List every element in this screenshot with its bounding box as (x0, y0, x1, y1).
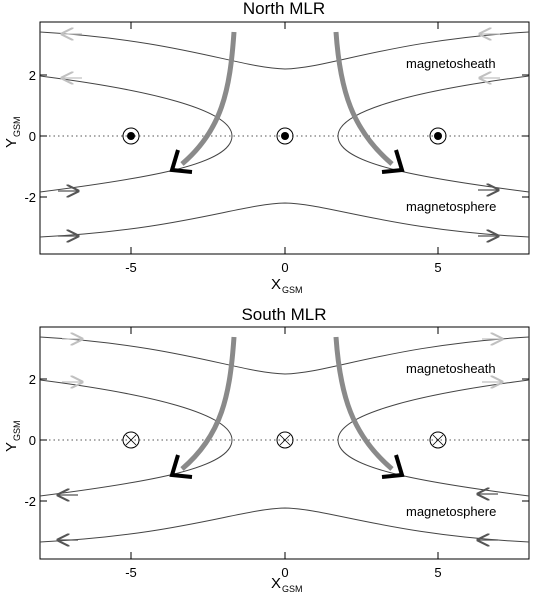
flow-arrow-left (169, 31, 237, 174)
field-line (39, 336, 530, 375)
x-tick-label: -5 (125, 260, 137, 275)
x-axis-label-subscript: GSM (282, 584, 303, 594)
y-axis-label-main: Y (3, 138, 20, 148)
x-tick-label: 0 (281, 260, 288, 275)
x-ticks (130, 22, 439, 254)
magnetosheath-label: magnetosheath (406, 56, 496, 71)
y-ticks (40, 378, 529, 502)
into-page-symbol (122, 431, 140, 449)
field-line (337, 75, 530, 193)
y-tick-label: 2 (29, 372, 36, 387)
y-axis-label: Y GSM (3, 116, 22, 148)
field-line (39, 507, 530, 543)
panel-title: North MLR (243, 0, 325, 18)
field-line (39, 75, 233, 193)
flow-arrow-right (333, 336, 405, 479)
y-axis-label-subscript: GSM (12, 116, 22, 137)
y-tick-label: -2 (24, 494, 36, 509)
magnetosphere-label: magnetosphere (406, 504, 496, 519)
out-of-page-symbol (429, 127, 447, 145)
x-axis-label: X (271, 575, 281, 592)
x-tick-label: 0 (281, 565, 288, 580)
panel-south: South MLR -5 0 5 2 0 -2 X GSM Y GSM (3, 305, 530, 594)
y-axis-label-main: Y (3, 442, 20, 452)
magnetosheath-label: magnetosheath (406, 361, 496, 376)
y-axis-label: Y GSM (3, 420, 22, 452)
x-ticks (130, 327, 439, 559)
y-tick-label: -2 (24, 190, 36, 205)
flow-arrow-left (169, 336, 237, 479)
field-line (39, 202, 530, 238)
magnetosphere-label: magnetosphere (406, 199, 496, 214)
field-line (39, 379, 233, 497)
flow-arrow-right (333, 31, 405, 174)
x-tick-label: 5 (434, 565, 441, 580)
y-ticks (40, 74, 529, 198)
y-axis-label-subscript: GSM (12, 420, 22, 441)
panel-north: North MLR -5 0 5 2 0 -2 X GSM Y GSM (3, 0, 530, 295)
x-axis-label-subscript: GSM (282, 285, 303, 295)
field-line (39, 31, 530, 70)
y-tick-label: 0 (29, 129, 36, 144)
field-line (337, 379, 530, 497)
into-page-symbol (429, 431, 447, 449)
out-of-page-symbol (122, 127, 140, 145)
into-page-symbol (276, 431, 294, 449)
panel-title: South MLR (241, 305, 326, 324)
out-of-page-symbol (276, 127, 294, 145)
x-tick-label: 5 (434, 260, 441, 275)
y-tick-label: 2 (29, 68, 36, 83)
x-tick-label: -5 (125, 565, 137, 580)
y-tick-label: 0 (29, 433, 36, 448)
x-axis-label: X (271, 276, 281, 293)
